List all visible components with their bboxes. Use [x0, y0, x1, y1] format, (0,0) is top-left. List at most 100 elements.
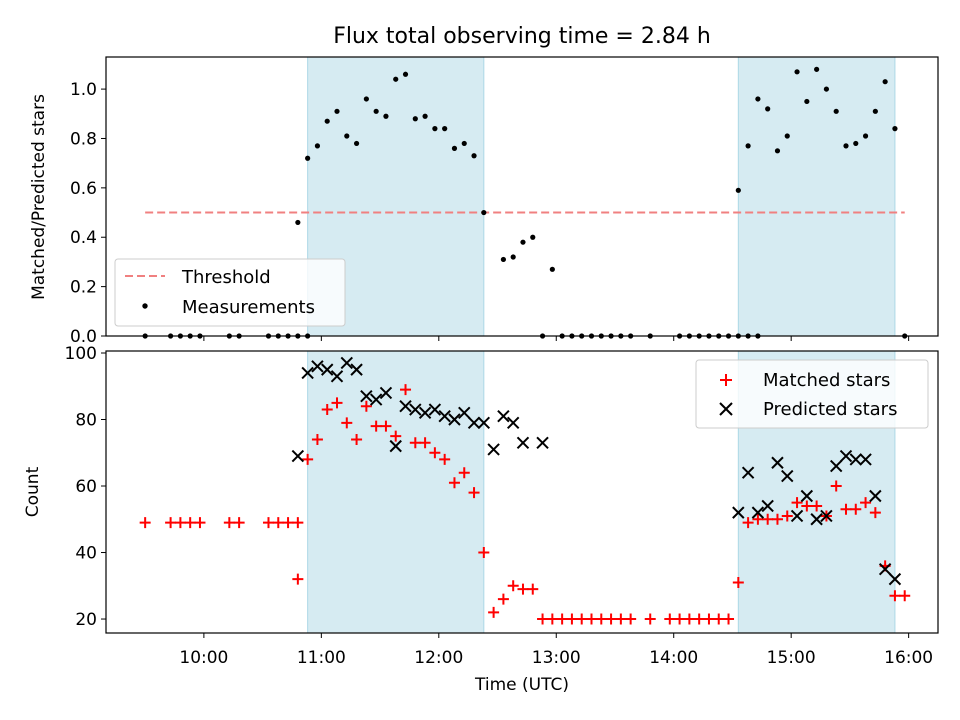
matched-star-marker	[351, 433, 363, 445]
matched-star-marker	[400, 384, 412, 396]
legend-predicted-label: Predicted stars	[763, 399, 897, 420]
measurement-point	[442, 126, 448, 132]
predicted-star-marker	[506, 416, 520, 430]
measurement-point	[765, 106, 771, 112]
matched-star-marker	[850, 503, 862, 515]
bottom-y-tick-label: 100	[65, 344, 97, 364]
matched-star-marker	[762, 513, 774, 525]
matched-star-marker	[429, 447, 441, 459]
legend-matched-swatch	[720, 374, 732, 386]
matched-star-marker	[811, 500, 823, 512]
measurement-point	[833, 108, 839, 114]
matched-star-marker	[595, 613, 607, 625]
matched-star-marker	[625, 613, 637, 625]
measurement-point	[422, 113, 428, 119]
predicted-star-marker	[761, 499, 774, 513]
predicted-star-marker	[732, 506, 745, 519]
top-y-tick-label: 0.4	[70, 228, 97, 248]
matched-star-marker	[889, 590, 901, 602]
matched-star-marker	[860, 497, 872, 509]
matched-star-marker	[566, 613, 578, 625]
x-tick-label: 16:00	[884, 648, 933, 668]
predicted-star-marker	[516, 436, 530, 449]
predicted-star-marker	[350, 363, 363, 376]
matched-star-marker	[184, 517, 196, 529]
measurement-point	[745, 143, 751, 149]
predicted-star-marker	[497, 409, 510, 423]
predicted-star-marker	[399, 399, 412, 413]
bottom-y-axis-label: Count	[23, 466, 43, 517]
matched-star-marker	[703, 613, 715, 625]
predicted-star-marker	[859, 453, 872, 466]
predicted-star-marker	[291, 449, 305, 463]
bottom-shaded-interval-1	[307, 351, 484, 633]
top-y-tick-label: 0.6	[70, 179, 97, 199]
matched-star-marker	[390, 430, 402, 442]
predicted-star-marker	[869, 489, 882, 503]
matched-star-marker	[576, 613, 588, 625]
matched-star-marker	[488, 606, 500, 618]
top-y-tick-label: 0.0	[70, 327, 97, 347]
measurement-point	[344, 133, 350, 139]
predicted-star-marker	[321, 363, 334, 376]
legend-measurements-swatch	[142, 303, 148, 309]
bottom-legend-box	[695, 359, 929, 429]
matched-star-marker	[439, 453, 451, 465]
legend-predicted-swatch	[719, 402, 733, 416]
measurement-point	[500, 256, 507, 263]
measurement-point	[804, 98, 810, 105]
predicted-star-marker	[409, 403, 422, 416]
top-shaded-interval-2	[738, 57, 895, 336]
measurement-point	[814, 66, 820, 72]
predicted-star-marker	[418, 406, 432, 420]
matched-star-marker	[331, 397, 343, 409]
matched-star-marker	[272, 517, 284, 529]
matched-star-marker	[507, 580, 519, 592]
measurement-point	[363, 96, 369, 102]
top-y-axis-label: Matched/Predicted stars	[29, 94, 49, 300]
measurement-point	[784, 133, 790, 139]
matched-star-marker	[468, 487, 480, 499]
matched-star-marker	[732, 576, 744, 588]
matched-star-marker	[781, 510, 793, 522]
predicted-star-marker	[810, 513, 823, 526]
bottom-y-tick-label: 40	[75, 544, 97, 564]
matched-stars-points	[139, 384, 911, 625]
matched-star-marker	[527, 583, 539, 595]
predicted-star-marker	[438, 409, 451, 423]
predicted-star-marker	[820, 509, 833, 523]
predicted-star-marker	[888, 572, 902, 586]
matched-star-marker	[791, 497, 803, 509]
matched-star-marker	[321, 404, 333, 416]
top-axes-frame	[105, 56, 939, 337]
measurement-point	[862, 133, 869, 139]
matched-star-marker	[174, 517, 186, 529]
top-legend: Threshold Measurements	[114, 258, 346, 327]
matched-star-marker	[419, 437, 431, 449]
x-tick-label: 14:00	[649, 648, 698, 668]
top-legend-box	[114, 258, 346, 327]
predicted-star-marker	[369, 393, 383, 406]
predicted-star-marker	[330, 370, 344, 383]
top-x-ticks	[203, 336, 910, 341]
measurement-point	[510, 254, 516, 260]
measurement-point	[461, 140, 467, 147]
measurement-point	[383, 113, 389, 119]
measurement-point	[853, 140, 859, 147]
measurement-point	[755, 96, 761, 102]
measurement-point	[735, 187, 741, 193]
matched-star-marker	[615, 613, 627, 625]
matched-star-marker	[664, 613, 676, 625]
x-tick-label: 10:00	[179, 648, 228, 668]
matched-star-marker	[771, 513, 783, 525]
matched-star-marker	[370, 420, 382, 432]
predicted-star-marker	[360, 390, 373, 403]
predicted-star-marker	[751, 506, 765, 519]
predicted-star-marker	[839, 449, 853, 463]
matched-star-marker	[683, 613, 695, 625]
measurement-point	[402, 71, 409, 77]
matched-star-marker	[585, 613, 597, 625]
measurement-point	[892, 126, 898, 132]
matched-star-marker	[830, 480, 842, 492]
